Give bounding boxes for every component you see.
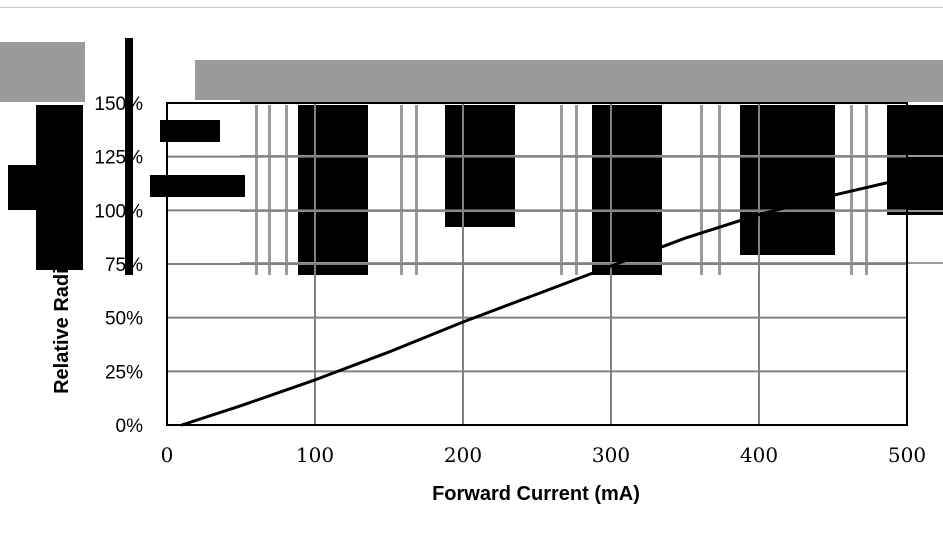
x-tick-label: 200	[444, 443, 482, 467]
x-tick-labels: 0 100 200 300 400 500	[161, 443, 926, 467]
top-divider	[0, 7, 943, 8]
y-tick-label: 50%	[105, 309, 143, 330]
grid-lines	[166, 102, 908, 426]
x-tick-label: 0	[161, 443, 174, 467]
y-tick-label: 125%	[94, 148, 143, 169]
plot-frame	[166, 102, 908, 426]
x-tick-label: 100	[296, 443, 334, 467]
y-tick-label: 0%	[116, 416, 144, 437]
x-axis-label: Forward Current (mA)	[432, 483, 640, 505]
x-tick-label: 500	[888, 443, 926, 467]
x-tick-label: 400	[740, 443, 778, 467]
series-line	[180, 176, 909, 427]
x-tick-label: 300	[592, 443, 630, 467]
y-tick-label: 75%	[105, 255, 143, 276]
y-tick-label: 150%	[94, 94, 143, 115]
chart-title: Relative Radiant Power vs. Forward Curre…	[290, 43, 830, 66]
y-tick-label: 100%	[94, 201, 143, 222]
y-axis-label: Relative Radiant Power (%)	[51, 136, 73, 394]
y-tick-labels: 0% 25% 50% 75% 100% 125% 150%	[94, 94, 143, 437]
y-tick-label: 25%	[105, 362, 143, 383]
